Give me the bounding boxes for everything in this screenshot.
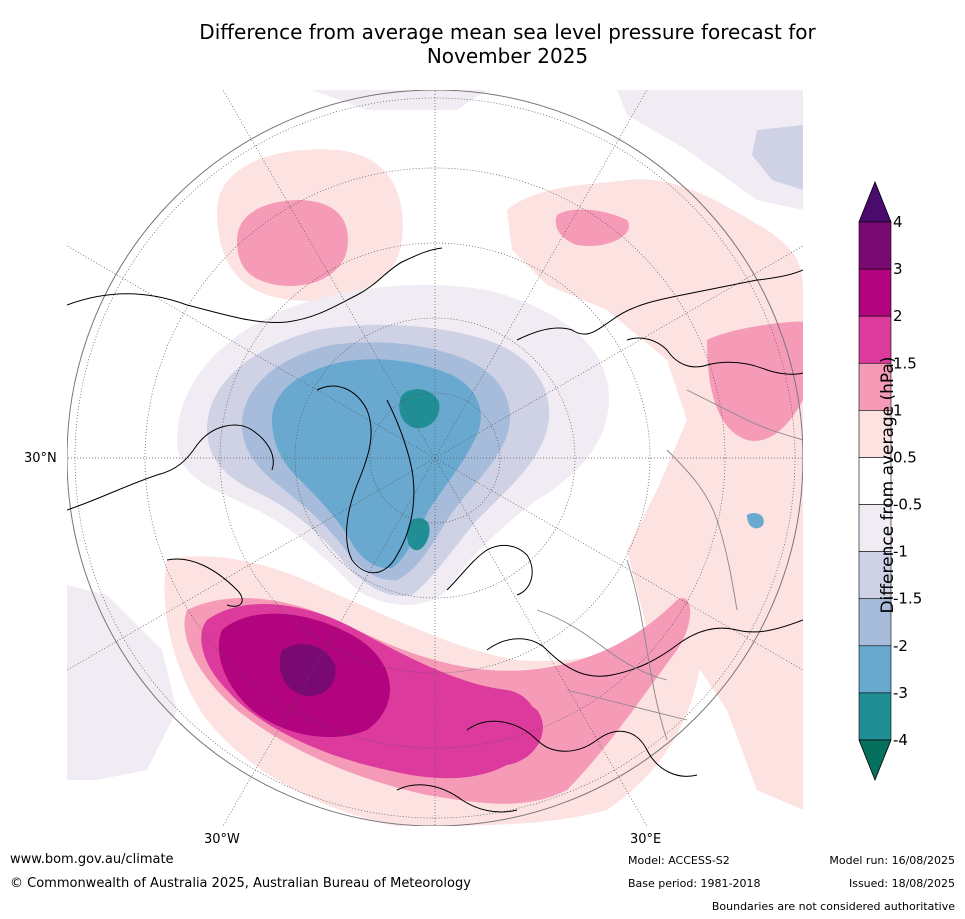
colorbar-tick-label: 0.5	[893, 448, 917, 466]
colorbar-swatch	[858, 410, 892, 458]
anomaly-pos1-scandinavia	[555, 209, 629, 246]
footer-url[interactable]: www.bom.gov.au/climate	[10, 852, 174, 867]
colorbar-tick-label: -0.5	[893, 496, 922, 514]
colorbar-ticks: 4 3 2 1.5 1 0.5 -0.5 -1 -1.5 -2 -3 -4	[893, 213, 922, 749]
footer-issued: Issued: 18/08/2025	[848, 877, 955, 890]
colorbar-overflow-top	[858, 180, 892, 223]
colorbar: 4 3 2 1.5 1 0.5 -0.5 -1 -1.5 -2 -3 -4	[855, 180, 965, 790]
title-line-2: November 2025	[426, 44, 589, 68]
coastlines	[67, 247, 803, 813]
anomaly-neg05-top	[312, 90, 487, 110]
colorbar-swatch	[858, 315, 892, 364]
colorbar-tick-label: 2	[893, 307, 903, 325]
colorbar-tick-label: 3	[893, 260, 903, 278]
colorbar-label: Difference from average (hPa)	[878, 356, 898, 614]
colorbar-svg: 4 3 2 1.5 1 0.5 -0.5 -1 -1.5 -2 -3 -4	[858, 180, 922, 782]
colorbar-tick-label: -4	[893, 731, 908, 749]
footer-model-run: Model run: 16/08/2025	[829, 854, 955, 867]
pressure-anomaly-map[interactable]	[67, 90, 803, 826]
footer-model: Model: ACCESS-S2	[628, 854, 730, 867]
colorbar-tick-label: 4	[893, 213, 903, 231]
colorbar-swatches	[858, 221, 892, 741]
anomaly-neg3-arctic-1	[399, 389, 440, 429]
colorbar-swatch	[858, 645, 892, 694]
colorbar-swatch	[858, 362, 892, 411]
colorbar-swatch	[858, 221, 892, 270]
lon-label-30w: 30°W	[204, 832, 240, 847]
colorbar-tick-label: -3	[893, 684, 908, 702]
country-borders	[536, 389, 803, 741]
colorbar-tick-label: 1.5	[893, 354, 917, 372]
anomaly-pos15-mediterranean	[437, 685, 543, 765]
chart-title: Difference from average mean sea level p…	[120, 20, 895, 68]
anomaly-neg05-topright	[617, 90, 803, 210]
lon-label-30e: 30°E	[630, 832, 662, 847]
footer-disclaimer: Boundaries are not considered authoritat…	[711, 900, 955, 913]
footer-copyright: © Commonwealth of Australia 2025, Austra…	[10, 876, 471, 891]
anomaly-neg2-asia-small	[747, 513, 764, 529]
colorbar-swatch	[858, 457, 892, 505]
anomaly-neg1-topright	[752, 125, 803, 190]
title-line-1: Difference from average mean sea level p…	[199, 20, 816, 44]
longitude-lines	[67, 90, 803, 826]
colorbar-swatch	[858, 268, 892, 317]
colorbar-overflow-bottom	[858, 739, 892, 782]
colorbar-tick-label: -2	[893, 637, 908, 655]
anomaly-neg05-left	[67, 585, 177, 780]
colorbar-swatch	[858, 692, 892, 741]
colorbar-swatch	[858, 551, 892, 600]
colorbar-tick-label: 1	[893, 401, 903, 419]
anomaly-pos3-atlantic	[279, 644, 336, 696]
colorbar-tick-label: -1.5	[893, 590, 922, 608]
colorbar-tick-label: -1	[893, 543, 908, 561]
colorbar-swatch	[858, 598, 892, 647]
anomaly-pos1-northpacific	[237, 200, 348, 286]
anomaly-pos1-siberia	[707, 321, 803, 441]
footer-base-period: Base period: 1981-2018	[628, 877, 761, 890]
map-svg	[67, 90, 803, 826]
anomaly-neg3-arctic-2	[406, 518, 430, 551]
lat-label-30n: 30°N	[24, 451, 57, 466]
